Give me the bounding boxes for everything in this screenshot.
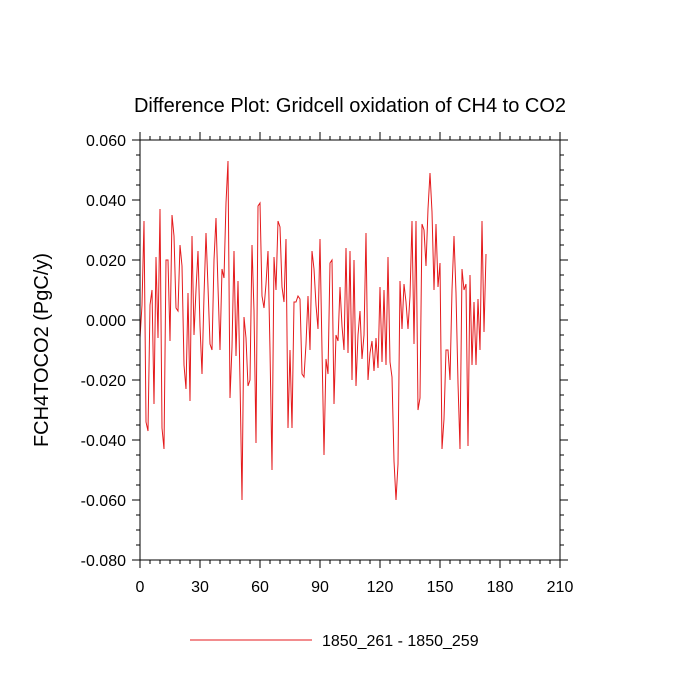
y-tick-label: 0.060 [86, 133, 126, 150]
x-axis-tick-labels: 0 30 60 90 120 150 180 210 [136, 579, 574, 596]
y-axis-tick-labels: -0.080 -0.060 -0.040 -0.020 0.000 0.020 0.040 0… [81, 133, 126, 570]
x-tick-label: 180 [487, 579, 514, 596]
series-line [139, 160, 487, 501]
x-tick-label: 0 [136, 579, 145, 596]
x-tick-label: 90 [311, 579, 329, 596]
legend: 1850_261 - 1850_259 [190, 633, 479, 650]
y-axis-label: FCH4TOCO2 (PgC/y) [31, 253, 53, 447]
y-tick-label: 0.040 [86, 193, 126, 210]
y-tick-label: -0.080 [81, 553, 126, 570]
plot-frame [139, 139, 561, 561]
x-tick-label: 150 [427, 579, 454, 596]
y-tick-label: 0.020 [86, 253, 126, 270]
y-tick-label: -0.040 [81, 433, 126, 450]
x-tick-label: 60 [251, 579, 269, 596]
x-tick-label: 30 [191, 579, 209, 596]
major-ticks [132, 132, 568, 568]
x-tick-label: 210 [547, 579, 574, 596]
y-tick-label: -0.060 [81, 493, 126, 510]
legend-label: 1850_261 - 1850_259 [322, 633, 479, 650]
y-tick-label: -0.020 [81, 373, 126, 390]
y-tick-label: 0.000 [86, 313, 126, 330]
x-tick-label: 120 [367, 579, 394, 596]
minor-ticks [136, 136, 564, 564]
chart-title: Difference Plot: Gridcell oxidation of C… [134, 95, 566, 117]
series-group [139, 160, 487, 501]
